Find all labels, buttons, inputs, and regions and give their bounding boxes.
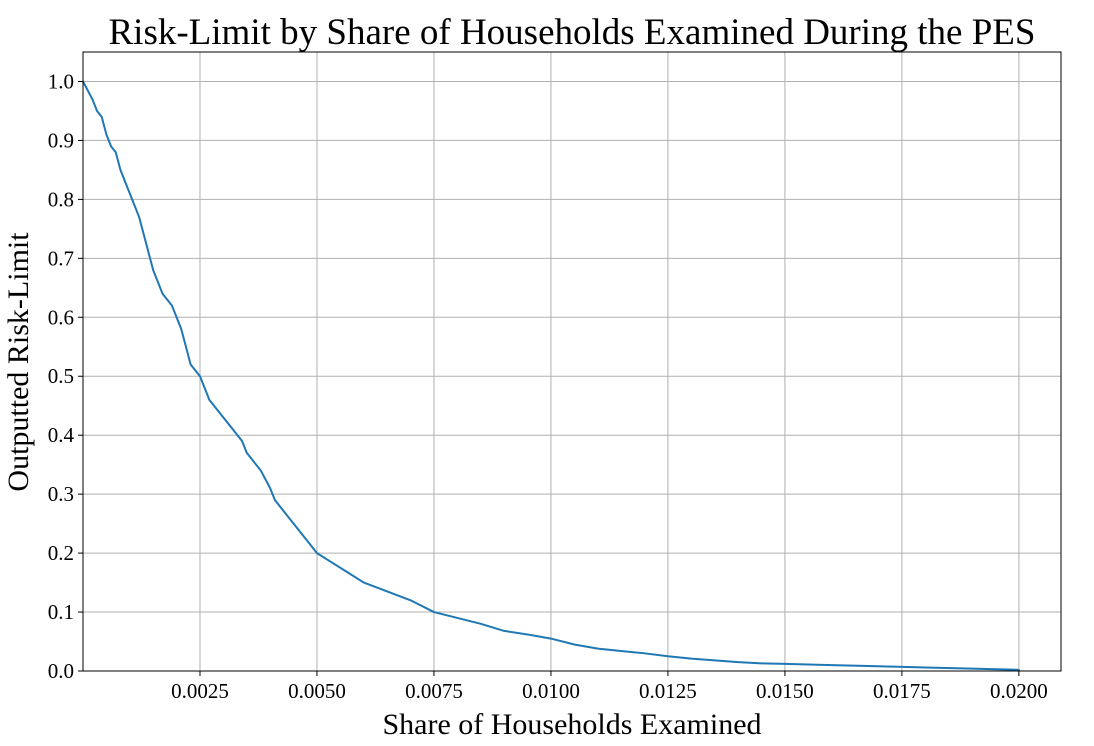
- x-tick-label: 0.0050: [288, 679, 346, 703]
- chart-title: Risk-Limit by Share of Households Examin…: [109, 12, 1036, 53]
- series-layer: [82, 80, 1020, 671]
- y-tick-label: 0.9: [48, 128, 74, 152]
- x-axis-label: Share of Households Examined: [382, 708, 761, 741]
- x-tick-label: 0.0100: [522, 679, 580, 703]
- x-tick-label: 0.0025: [171, 679, 229, 703]
- y-tick-label: 0.2: [48, 541, 74, 565]
- y-tick-label: 0.4: [48, 423, 75, 447]
- y-tick-label: 0.0: [48, 659, 74, 683]
- x-tick-label: 0.0075: [405, 679, 463, 703]
- y-axis-label: Outputted Risk-Limit: [2, 232, 35, 492]
- y-tick-label: 0.3: [48, 482, 74, 506]
- ticks: 0.0025 0.0050 0.0075 0.0100 0.0125 0.0150 0.01…: [48, 69, 1048, 703]
- grid: [83, 52, 1061, 672]
- y-tick-label: 0.8: [48, 187, 74, 211]
- y-tick-label: 0.7: [48, 246, 74, 270]
- y-tick-label: 0.6: [48, 305, 74, 329]
- x-tick-label: 0.0125: [639, 679, 697, 703]
- x-tick-label: 0.0150: [756, 679, 814, 703]
- x-tick-label: 0.0200: [990, 679, 1048, 703]
- x-tick-label: 0.0175: [873, 679, 931, 703]
- plot-frame: [82, 51, 1062, 672]
- y-tick-label: 1.0: [48, 69, 74, 93]
- y-tick-label: 0.1: [48, 600, 74, 624]
- series-line: [82, 80, 1020, 671]
- y-tick-label: 0.5: [48, 364, 74, 388]
